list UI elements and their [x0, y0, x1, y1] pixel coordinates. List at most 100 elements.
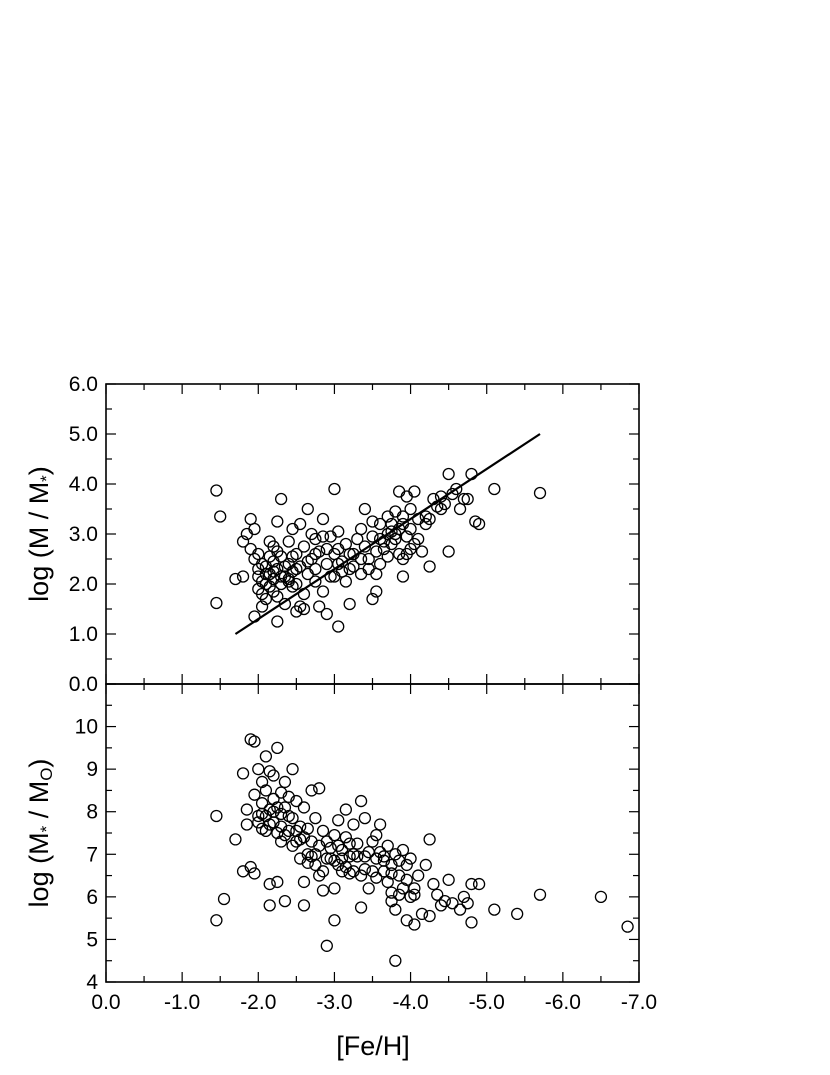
bottom-data-point: [263, 765, 276, 778]
bottom-ylabel-post: ): [24, 759, 54, 768]
top-data-point: [343, 597, 356, 611]
top-y-tick-label: 5.0: [69, 423, 98, 446]
top-data-point: [316, 585, 330, 598]
top-data-point: [339, 575, 353, 588]
top-ylabel-sub: *: [37, 475, 56, 482]
bottom-data-point: [351, 837, 364, 850]
bottom-data-point: [434, 899, 448, 912]
top-data-point: [259, 592, 273, 606]
top-data-point: [370, 545, 383, 558]
top-data-point: [339, 537, 353, 551]
bottom-data-point: [328, 882, 341, 895]
bottom-data-point: [400, 914, 413, 927]
bottom-data-point: [297, 801, 311, 814]
top-y-tick-label: 2.0: [69, 573, 98, 596]
top-data-point: [301, 502, 314, 516]
top-data-point: [294, 517, 307, 531]
bottom-data-point: [274, 820, 288, 833]
top-data-point: [400, 530, 413, 543]
bottom-data-point: [370, 852, 383, 865]
top-data-point: [400, 490, 413, 503]
top-data-point: [472, 517, 486, 531]
bottom-data-point: [377, 850, 391, 863]
top-data-point: [236, 570, 250, 583]
bottom-data-point: [488, 903, 501, 916]
top-data-point: [370, 585, 383, 598]
top-data-point: [533, 486, 547, 500]
top-data-point: [457, 492, 471, 506]
bottom-data-point: [335, 865, 349, 878]
top-data-point: [347, 560, 360, 573]
top-data-point: [313, 545, 326, 558]
bottom-data-point: [339, 831, 353, 844]
bottom-y-tick-label: 5: [86, 928, 98, 951]
bottom-data-point: [259, 750, 273, 763]
x-axis-title: [Fe/H]: [336, 1031, 410, 1061]
bottom-data-point: [453, 903, 467, 916]
bottom-data-point: [313, 782, 326, 795]
bottom-data-point: [217, 892, 231, 906]
top-data-point: [381, 550, 394, 563]
top-data-point: [488, 482, 501, 496]
top-data-point: [354, 552, 368, 566]
top-data-point: [286, 550, 299, 563]
bottom-data-point: [320, 852, 333, 865]
bottom-y-tick-label: 4: [86, 971, 98, 994]
top-data-point: [316, 530, 330, 543]
bottom-data-point: [461, 897, 474, 910]
bottom-data-point: [389, 848, 402, 861]
bottom-data-point: [358, 850, 372, 863]
bottom-data-point: [267, 805, 280, 818]
top-y-tick-label: 4.0: [69, 473, 98, 496]
x-tick-label: 0.0: [91, 991, 120, 1014]
top-plot-frame: [105, 383, 640, 685]
bottom-data-point: [229, 833, 242, 846]
bottom-data-point: [328, 854, 341, 867]
top-y-tick-label: 0.0: [69, 673, 98, 696]
bottom-data-point: [362, 882, 375, 895]
top-data-point: [271, 545, 284, 558]
bottom-y-tick-label: 8: [86, 801, 98, 824]
bottom-data-point: [305, 784, 318, 797]
bottom-data-point: [370, 828, 383, 842]
top-data-point: [271, 590, 284, 603]
bottom-data-point: [248, 867, 261, 880]
top-data-point: [320, 542, 333, 556]
bottom-data-point: [320, 835, 333, 848]
bottom-data-point: [294, 852, 307, 865]
top-data-point: [358, 502, 372, 516]
bottom-data-point: [621, 920, 634, 933]
top-data-point: [290, 547, 303, 561]
bottom-data-point: [282, 790, 295, 803]
bottom-data-point: [392, 854, 406, 867]
x-tick-label: -4.0: [392, 991, 428, 1014]
top-data-point: [286, 580, 299, 593]
x-tick-label: -1.0: [164, 991, 200, 1014]
bottom-data-point: [290, 824, 303, 838]
bottom-data-point: [297, 831, 311, 844]
bottom-data-point: [347, 818, 360, 831]
bottom-data-point: [244, 860, 257, 874]
bottom-data-point: [320, 939, 333, 952]
bottom-points: [210, 733, 634, 967]
top-data-point: [267, 565, 280, 578]
bottom-data-point: [389, 954, 402, 967]
bottom-y-tick-label: 9: [86, 758, 98, 781]
bottom-data-point: [408, 918, 421, 931]
top-data-point: [255, 557, 269, 571]
bottom-data-point: [236, 865, 250, 878]
top-data-point: [389, 505, 402, 518]
bottom-data-point: [324, 841, 337, 855]
bottom-ylabel-mid: / M: [24, 781, 54, 826]
top-data-point: [313, 600, 326, 613]
bottom-data-point: [472, 877, 486, 891]
top-data-point: [229, 572, 242, 586]
bottom-data-point: [400, 873, 413, 886]
bottom-panel: 4 5 6 7 8 9 10 log (M* / MO): [24, 683, 640, 994]
top-data-point: [271, 562, 284, 576]
bottom-data-point: [271, 875, 284, 889]
bottom-data-point: [332, 839, 345, 852]
bottom-data-point: [446, 897, 459, 910]
bottom-data-point: [335, 843, 349, 857]
